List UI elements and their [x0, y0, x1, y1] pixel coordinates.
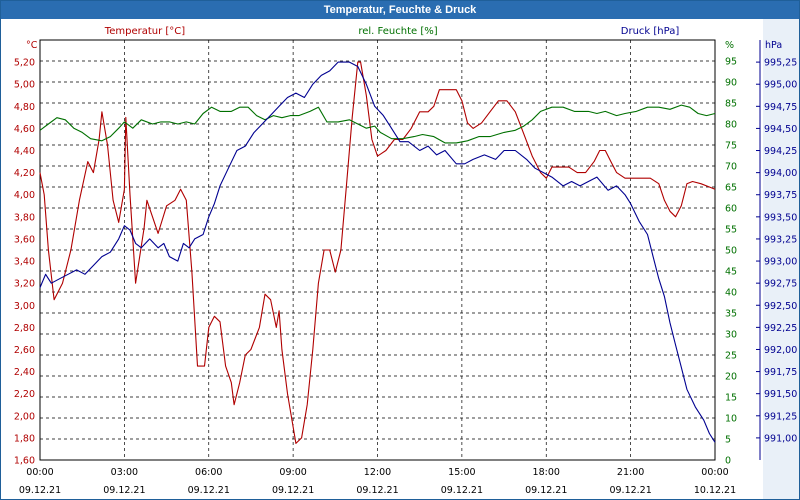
humidity-tick-label: 35: [725, 309, 737, 320]
pressure-tick-label: 992,25: [764, 323, 797, 334]
x-tick-time: 15:00: [448, 467, 475, 478]
humidity-tick-label: 75: [725, 141, 737, 152]
pressure-tick-label: 991,50: [764, 389, 797, 400]
humidity-tick-label: 95: [725, 57, 737, 68]
series-layer: [39, 61, 716, 444]
series-line-temperature: [39, 61, 716, 444]
pressure-unit: hPa: [765, 40, 782, 51]
pressure-tick-label: 994,25: [764, 146, 797, 157]
pressure-tick-label: 992,50: [764, 301, 797, 312]
x-tick-time: 12:00: [364, 467, 391, 478]
temperature-unit: °C: [26, 40, 38, 51]
x-tick-date: 09.12.21: [188, 485, 230, 496]
pressure-tick-label: 992,00: [764, 345, 797, 356]
humidity-tick-label: 90: [725, 78, 737, 89]
humidity-tick-label: 45: [725, 267, 737, 278]
pressure-tick-label: 991,25: [764, 411, 797, 422]
pressure-tick-label: 991,75: [764, 367, 797, 378]
humidity-tick-label: 70: [725, 162, 737, 173]
humidity-tick-label: 20: [725, 372, 737, 383]
x-tick-time: 18:00: [533, 467, 560, 478]
temperature-tick-label: 1,60: [14, 456, 35, 467]
humidity-tick-label: 15: [725, 393, 737, 404]
humidity-tick-label: 65: [725, 183, 737, 194]
temperature-tick-label: 4,80: [14, 102, 35, 113]
humidity-tick-label: 80: [725, 120, 737, 131]
x-tick-time: 09:00: [279, 467, 306, 478]
temperature-tick-label: 3,80: [14, 212, 35, 223]
pressure-tick-label: 993,25: [764, 234, 797, 245]
temperature-tick-label: 4,40: [14, 146, 35, 157]
pressure-tick-label: 993,50: [764, 212, 797, 223]
series-line-humidity: [39, 104, 716, 144]
x-tick-date: 09.12.21: [19, 485, 61, 496]
x-tick-date: 09.12.21: [356, 485, 398, 496]
humidity-tick-label: 85: [725, 99, 737, 110]
pressure-tick-label: 994,50: [764, 124, 797, 135]
humidity-tick-label: 40: [725, 288, 737, 299]
pressure-tick-label: 993,00: [764, 257, 797, 268]
x-tick-time: 00:00: [701, 467, 728, 478]
x-tick-date: 09.12.21: [609, 485, 651, 496]
temperature-tick-label: 2,60: [14, 345, 35, 356]
x-tick-time: 00:00: [26, 467, 53, 478]
temperature-tick-label: 2,40: [14, 367, 35, 378]
series-line-pressure: [39, 61, 716, 443]
x-tick-date: 09.12.21: [272, 485, 314, 496]
temperature-tick-label: 5,20: [14, 58, 35, 69]
temperature-axis-label: Temperatur [°C]: [104, 26, 185, 37]
x-tick-time: 03:00: [111, 467, 138, 478]
x-tick-time: 06:00: [195, 467, 222, 478]
temperature-tick-label: 2,80: [14, 323, 35, 334]
pressure-tick-label: 993,75: [764, 190, 797, 201]
temperature-tick-label: 5,00: [14, 80, 35, 91]
pressure-axis-label: Druck [hPa]: [621, 26, 680, 37]
humidity-axis-label: rel. Feuchte [%]: [358, 26, 437, 37]
x-tick-date: 09.12.21: [103, 485, 145, 496]
humidity-tick-label: 55: [725, 225, 737, 236]
window-title: Temperatur, Feuchte & Druck: [1, 1, 799, 19]
humidity-tick-label: 0: [725, 456, 731, 467]
x-tick-date: 09.12.21: [525, 485, 567, 496]
humidity-tick-label: 30: [725, 330, 737, 341]
pressure-tick-label: 994,00: [764, 168, 797, 179]
temperature-tick-label: 3,20: [14, 279, 35, 290]
pressure-tick-label: 992,75: [764, 279, 797, 290]
pressure-tick-label: 995,00: [764, 80, 797, 91]
temperature-tick-label: 4,00: [14, 190, 35, 201]
temperature-tick-label: 3,00: [14, 301, 35, 312]
x-tick-time: 21:00: [617, 467, 644, 478]
temperature-tick-label: 1,80: [14, 433, 35, 444]
chart-canvas: 1,60 1,80 2,00 2,20 2,40 2,60 2,80 3,00 3,20 3,40…: [14, 26, 797, 496]
plot-area-border: [39, 39, 716, 461]
temperature-tick-label: 3,60: [14, 234, 35, 245]
temperature-tick-label: 4,20: [14, 168, 35, 179]
pressure-tick-label: 991,00: [764, 433, 797, 444]
tick-layer: 1,60 1,80 2,00 2,20 2,40 2,60 2,80 3,00 3,20 3,40…: [14, 40, 797, 496]
grid-lines: [40, 40, 715, 460]
humidity-tick-label: 60: [725, 204, 737, 215]
side-stripe: [763, 19, 799, 499]
temperature-tick-label: 2,00: [14, 411, 35, 422]
humidity-tick-label: 50: [725, 246, 737, 257]
humidity-tick-label: 10: [725, 414, 737, 425]
temperature-tick-label: 3,40: [14, 257, 35, 268]
humidity-tick-label: 5: [725, 435, 731, 446]
humidity-unit: %: [725, 40, 734, 51]
x-tick-date: 09.12.21: [441, 485, 483, 496]
x-tick-date: 10.12.21: [694, 485, 736, 496]
temperature-tick-label: 2,20: [14, 389, 35, 400]
humidity-tick-label: 25: [725, 351, 737, 362]
pressure-tick-label: 994,75: [764, 102, 797, 113]
pressure-tick-label: 995,25: [764, 58, 797, 69]
temperature-tick-label: 4,60: [14, 124, 35, 135]
